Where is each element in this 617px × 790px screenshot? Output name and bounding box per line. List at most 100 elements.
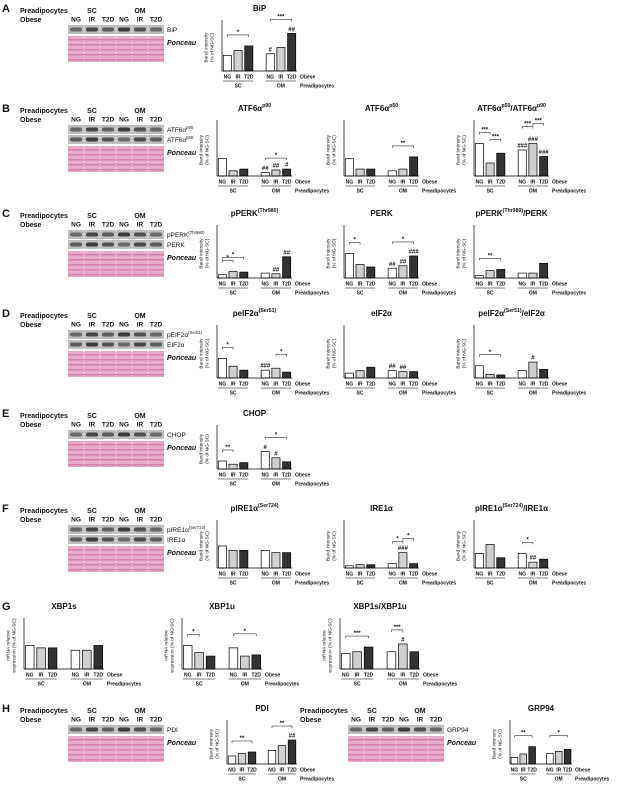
- significance-mark: ##: [288, 27, 295, 33]
- significance-label: *: [227, 256, 230, 262]
- band-label: IRE1α: [167, 537, 185, 544]
- x-tick-label: T2D: [239, 381, 249, 387]
- bar: [344, 158, 354, 177]
- band: [102, 27, 114, 32]
- stain-label: Ponceau: [167, 445, 197, 452]
- lane-label: IR: [89, 422, 96, 429]
- panel-letter: G: [2, 601, 11, 613]
- stain-label: Ponceau: [167, 355, 197, 362]
- bar: [387, 370, 397, 379]
- bar: [344, 253, 354, 279]
- chart-title: peIF2α(Ser51): [233, 308, 277, 318]
- y-axis-label: mRNA relative: [5, 630, 11, 661]
- bar: [528, 361, 538, 379]
- ponceau-band: [348, 744, 444, 746]
- band: [70, 432, 82, 437]
- significance-bracket: [222, 260, 234, 263]
- x-tick-label: IR: [521, 767, 526, 773]
- superscript: (Thr980): [258, 208, 279, 214]
- band: [430, 727, 442, 732]
- bar: [260, 272, 270, 279]
- bar: [398, 643, 408, 670]
- bar: [239, 168, 249, 177]
- significance-mark: ##: [273, 164, 280, 170]
- bar: [485, 270, 495, 279]
- blot-group-label: SC: [87, 108, 97, 115]
- x-tick-label: NG: [388, 571, 396, 577]
- significance-mark: #: [401, 638, 405, 644]
- significance-bracket: [264, 157, 287, 161]
- bar: [217, 358, 227, 379]
- significance-bracket: [264, 437, 287, 440]
- significance-mark: ##: [530, 556, 537, 562]
- lane-label: IR: [137, 322, 144, 329]
- bar: [271, 552, 281, 569]
- row-label: Obese: [107, 672, 123, 678]
- row-label: Obese: [422, 571, 438, 577]
- significance-mark: ##: [389, 364, 396, 370]
- x-tick-label: IR: [400, 281, 405, 287]
- bar: [355, 564, 365, 569]
- lane-label: T2D: [102, 717, 115, 724]
- blot-group-label: SC: [87, 708, 97, 715]
- group-label: SC: [357, 580, 364, 586]
- band: [102, 137, 114, 142]
- x-tick-label: T2D: [282, 571, 292, 577]
- x-tick-label: NG: [518, 381, 526, 387]
- lane-label: IR: [89, 117, 96, 124]
- ponceau-band: [348, 754, 444, 756]
- significance-bracket: [222, 449, 234, 452]
- lane-label: IR: [89, 222, 96, 229]
- band-label: BiP: [167, 27, 177, 34]
- ponceau-band: [68, 754, 164, 756]
- x-tick-label: T2D: [409, 571, 419, 577]
- text-part: BiP: [167, 27, 177, 34]
- lane-label: NG: [119, 717, 129, 724]
- significance-label: *: [354, 238, 357, 244]
- text-part: ATF6α: [238, 104, 262, 113]
- blot-group-label: SC: [87, 313, 97, 320]
- group-label: SC: [357, 290, 364, 296]
- blot-group-label: OM: [134, 213, 145, 220]
- band: [150, 527, 162, 532]
- significance-label: *: [192, 630, 195, 636]
- x-tick-label: IR: [240, 767, 245, 773]
- significance-mark: ##: [262, 166, 269, 172]
- bar: [409, 563, 419, 569]
- x-tick-label: NG: [476, 381, 484, 387]
- bar: [228, 647, 239, 670]
- panel-letter: A: [2, 3, 10, 15]
- bar: [282, 168, 292, 177]
- row-label: Preadipocytes: [295, 390, 329, 396]
- blot-group-label: OM: [134, 108, 145, 115]
- y-axis-label: Band intensity: [198, 433, 204, 464]
- x-tick-label: NG: [261, 571, 269, 577]
- text-part: EIF2α: [167, 342, 185, 349]
- band: [86, 527, 98, 532]
- significance-bracket: [269, 19, 292, 22]
- significance-mark: ##: [389, 262, 396, 268]
- bar: [496, 374, 506, 379]
- x-tick-label: NG: [546, 767, 554, 773]
- row-label: Obese: [422, 179, 438, 185]
- x-tick-label: T2D: [496, 381, 506, 387]
- x-tick-label: T2D: [247, 767, 257, 773]
- row-label: Obese: [575, 767, 591, 773]
- blot-row-label: Obese: [20, 222, 42, 229]
- lane-label: NG: [119, 117, 129, 124]
- bar: [517, 370, 527, 379]
- significance-mark: #: [274, 451, 278, 457]
- bar: [355, 370, 365, 379]
- x-tick-label: T2D: [366, 179, 376, 185]
- band-label: GRP94: [447, 727, 469, 734]
- band: [86, 727, 98, 732]
- x-tick-label: IR: [358, 179, 363, 185]
- blot-group-label: OM: [134, 708, 145, 715]
- x-tick-label: IR: [358, 571, 363, 577]
- ponceau-band: [68, 559, 164, 561]
- significance-label: *: [275, 153, 278, 159]
- bar: [271, 169, 281, 177]
- x-tick-label: NG: [518, 281, 526, 287]
- superscript: (Ser724): [258, 503, 279, 509]
- band: [150, 537, 162, 542]
